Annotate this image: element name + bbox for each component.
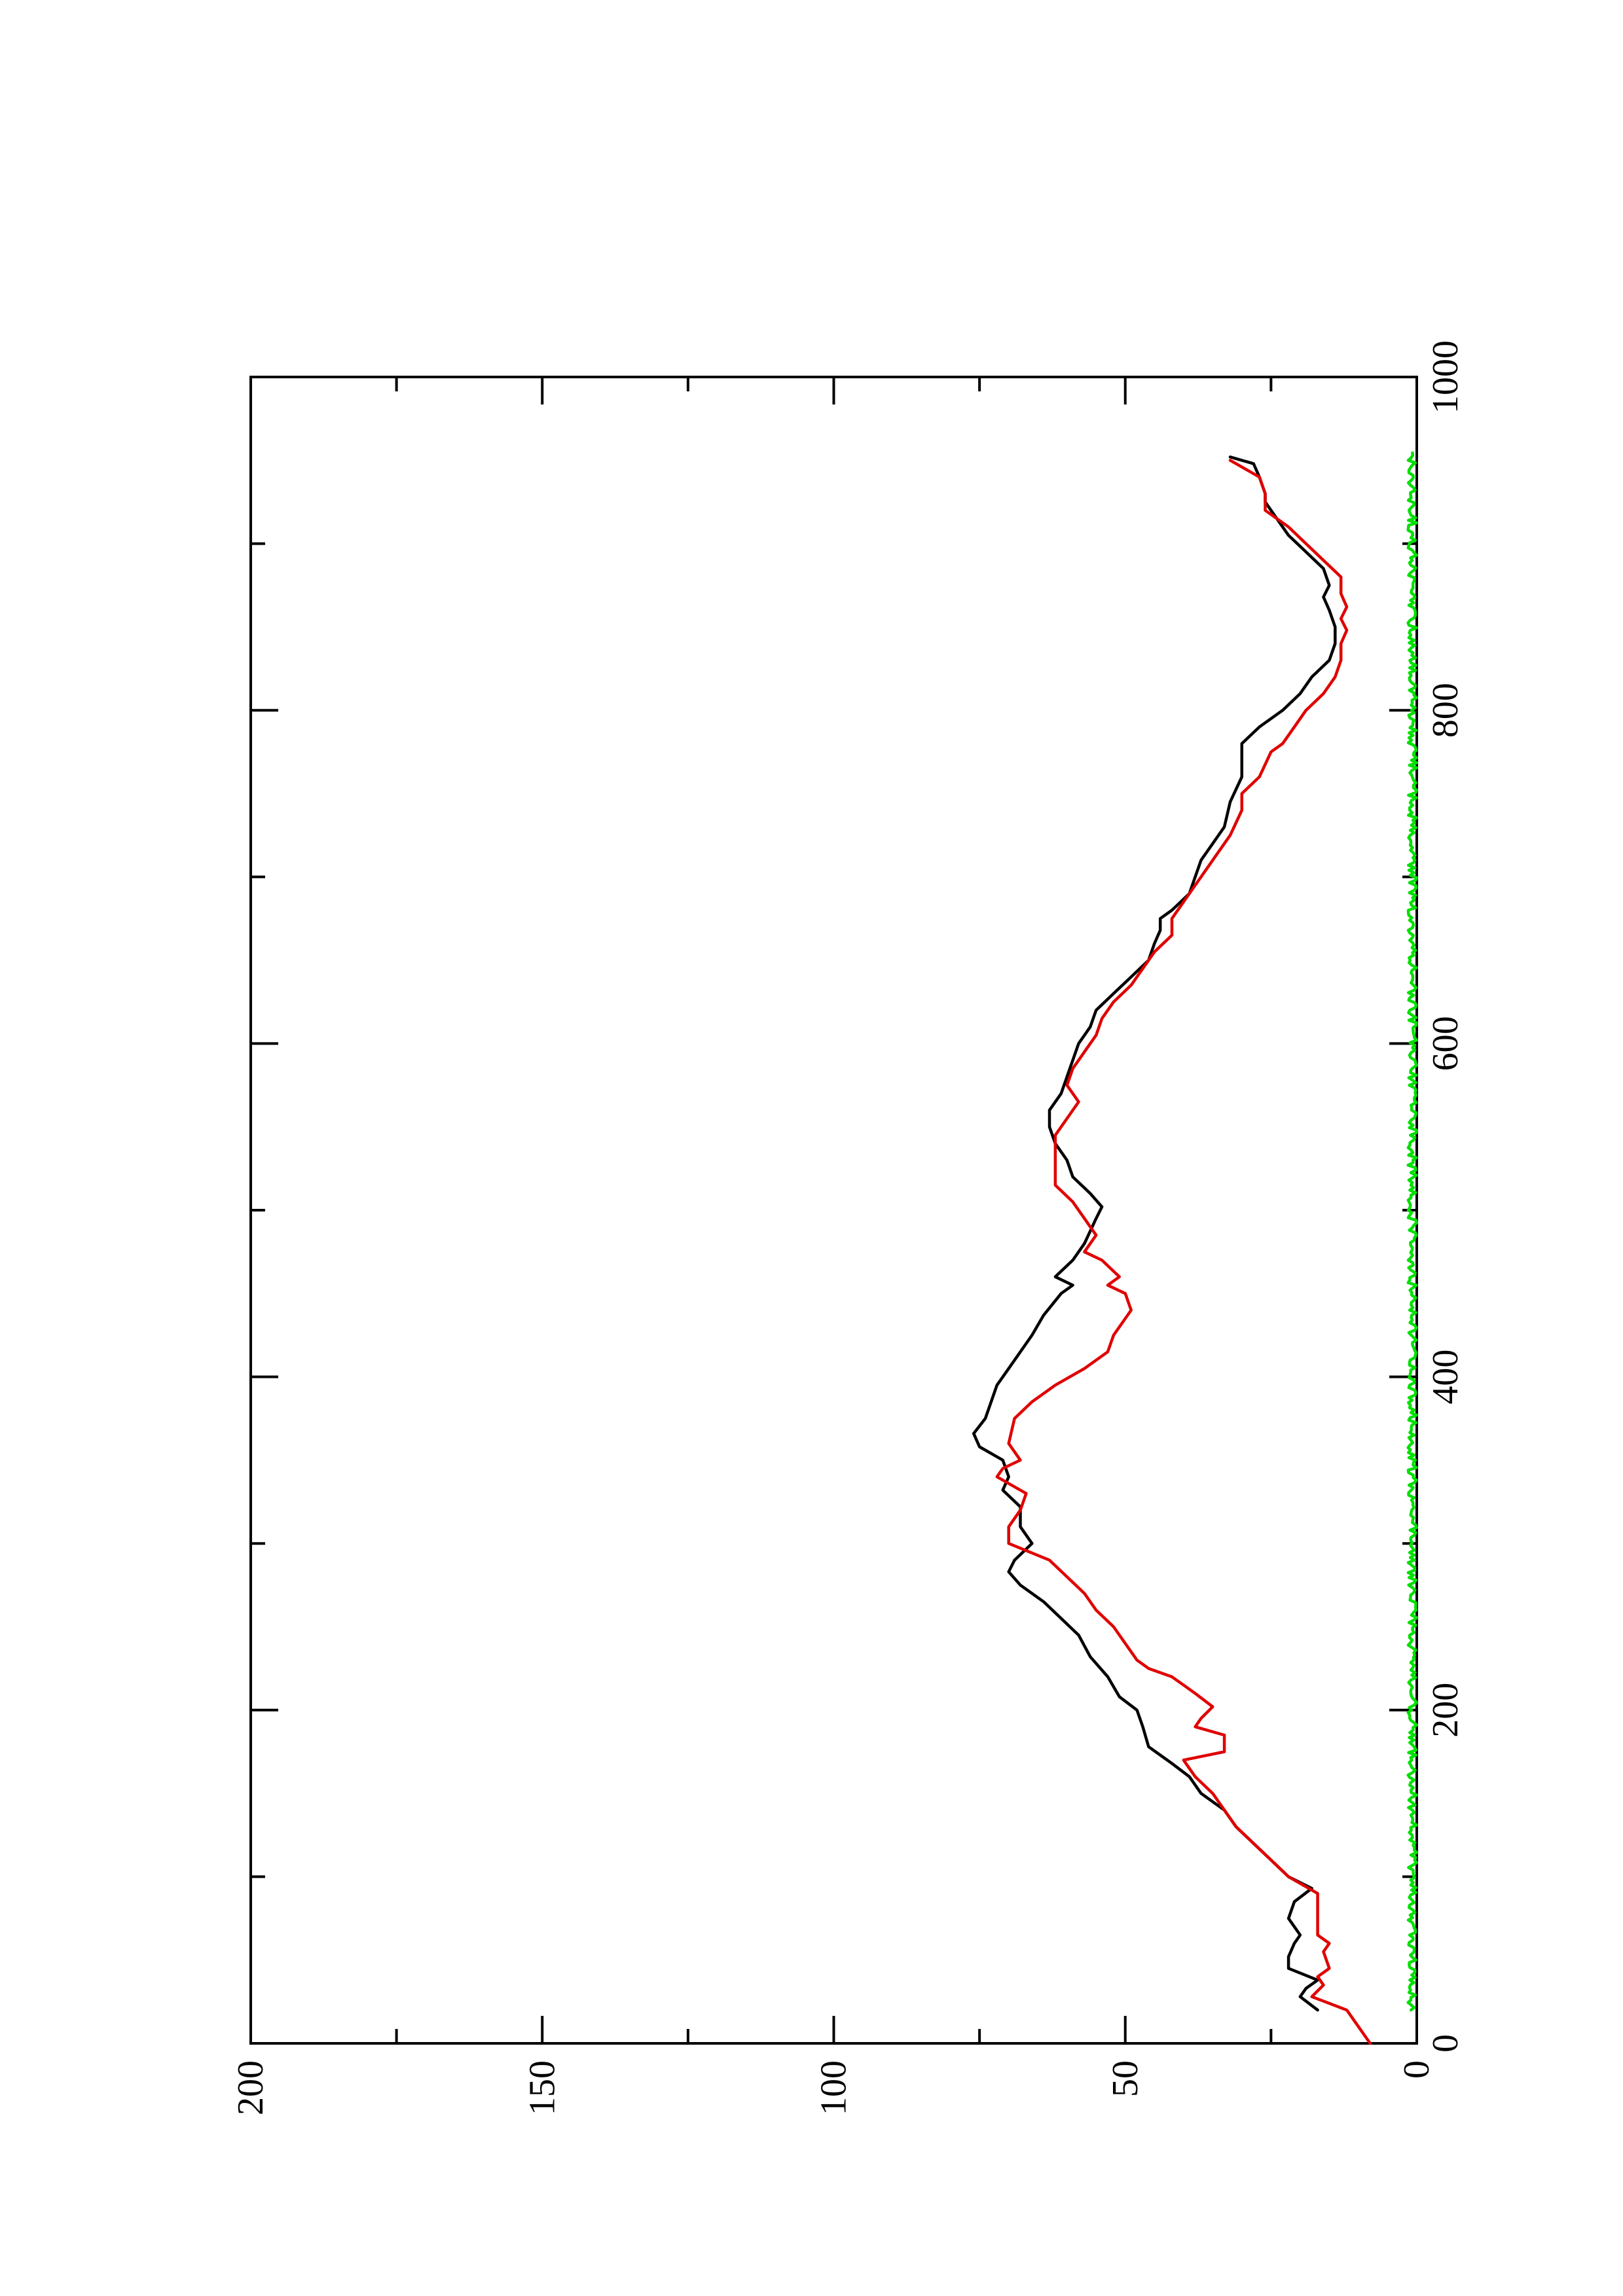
y-tick-label: 200 bbox=[230, 2060, 271, 2115]
series-line-2 bbox=[995, 459, 1372, 2045]
series-group bbox=[972, 451, 1419, 2045]
y-tick-label: 150 bbox=[522, 2060, 562, 2115]
plot-frame bbox=[249, 376, 1418, 2045]
y-tick-label: 50 bbox=[1105, 2060, 1146, 2097]
x-tick-label: 1000 bbox=[1425, 340, 1466, 414]
axis-ticks bbox=[249, 376, 1418, 2045]
x-tick-label: 0 bbox=[1425, 2034, 1466, 2053]
y-tick-label: 100 bbox=[814, 2060, 854, 2115]
series-line-1 bbox=[972, 455, 1337, 2012]
x-tick-label: 200 bbox=[1425, 1683, 1466, 1738]
y-tick-label: 0 bbox=[1396, 2060, 1437, 2079]
axis-tick-labels: 0 200 400 600 800 1000 0 50 100 150 200 bbox=[230, 340, 1466, 2115]
x-tick-label: 600 bbox=[1425, 1016, 1466, 1071]
series-line-3 bbox=[1406, 451, 1419, 2012]
x-tick-label: 800 bbox=[1425, 683, 1466, 738]
x-tick-label: 400 bbox=[1425, 1350, 1466, 1405]
